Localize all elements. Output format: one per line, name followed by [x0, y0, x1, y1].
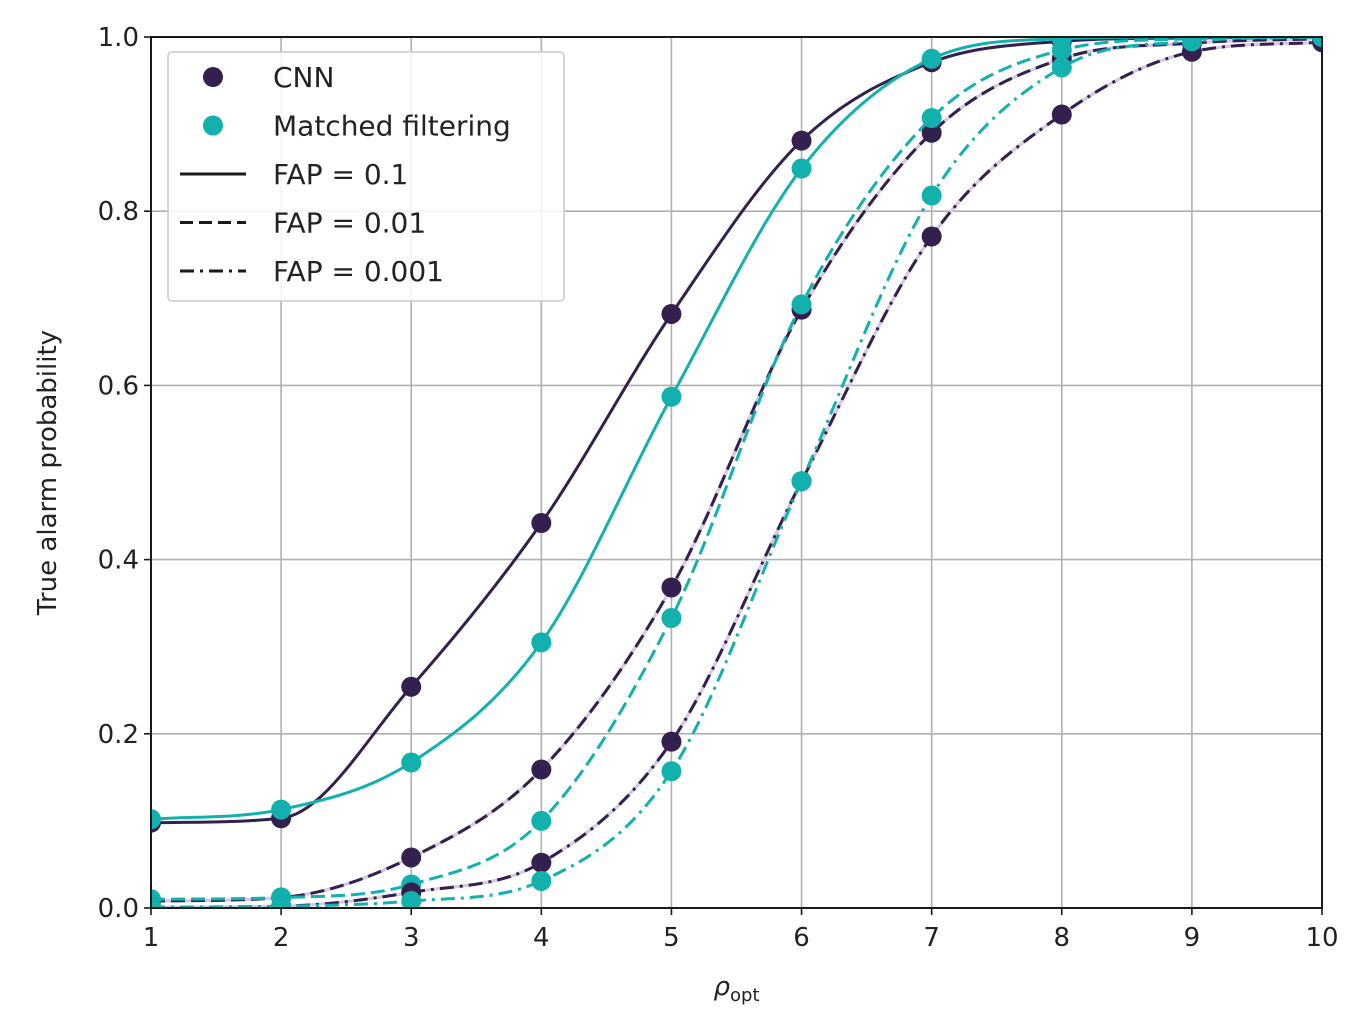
- y-tick-label: 0.6: [98, 371, 139, 401]
- x-tick-label: 10: [1305, 923, 1338, 953]
- x-axis-label-subscript: opt: [730, 985, 760, 1006]
- y-tick-label: 0.4: [98, 546, 139, 576]
- data-point: [151, 809, 161, 830]
- plot-series: [151, 37, 1322, 908]
- y-tick-label: 1.0: [98, 23, 139, 53]
- data-point: [791, 294, 812, 315]
- data-point: [661, 607, 682, 628]
- data-point: [531, 513, 552, 534]
- data-point: [531, 810, 552, 831]
- data-point: [531, 852, 552, 873]
- legend-item-0: CNN: [203, 61, 334, 94]
- series-line: [151, 37, 1322, 908]
- x-tick-label: 9: [1184, 923, 1201, 953]
- data-point: [661, 761, 682, 782]
- data-point: [921, 122, 942, 143]
- data-point: [921, 48, 942, 69]
- x-tick-label: 4: [533, 923, 550, 953]
- x-axis-label-symbol: ρ: [713, 972, 730, 1002]
- data-point: [271, 799, 292, 820]
- series-line: [151, 40, 1322, 908]
- data-point: [531, 870, 552, 891]
- data-point: [921, 108, 942, 129]
- legend-label: FAP = 0.1: [273, 158, 408, 191]
- data-point: [1051, 57, 1072, 78]
- series-line: [151, 37, 1322, 825]
- data-point: [1051, 40, 1072, 61]
- legend-label: FAP = 0.001: [273, 255, 444, 288]
- legend-item-3: FAP = 0.01: [180, 207, 426, 240]
- data-point: [151, 897, 161, 908]
- legend-marker: [203, 115, 223, 136]
- x-tick-label: 1: [143, 923, 160, 953]
- legend-item-1: Matched filtering: [203, 110, 511, 143]
- data-point: [921, 226, 942, 247]
- data-point: [401, 676, 422, 697]
- x-tick-label: 8: [1054, 923, 1071, 953]
- axis-ticks: 1 2 3 4 5 6 7 8 9 10 0.0 0.2 0.4 0.6 0.8 1.0: [98, 23, 1339, 953]
- data-point: [661, 386, 682, 407]
- y-tick-label: 0.2: [98, 720, 139, 750]
- series-line: [151, 37, 1322, 901]
- series-line: [151, 37, 1322, 903]
- data-point: [791, 158, 812, 179]
- data-point: [401, 891, 422, 908]
- data-point: [1051, 104, 1072, 125]
- legend-item-2: FAP = 0.1: [180, 158, 408, 191]
- data-point: [921, 185, 942, 206]
- legend-label: CNN: [273, 61, 334, 94]
- data-point: [531, 759, 552, 780]
- y-axis-label: True alarm probability: [33, 330, 63, 616]
- data-point: [271, 896, 292, 908]
- x-tick-label: 7: [923, 923, 940, 953]
- legend-label: Matched filtering: [273, 110, 511, 143]
- data-point: [401, 847, 422, 868]
- data-point: [661, 577, 682, 598]
- series-mf-fap-0.001: [151, 37, 1322, 908]
- data-point: [1181, 37, 1202, 52]
- y-tick-label: 0.0: [98, 894, 139, 924]
- data-point: [661, 731, 682, 752]
- x-tick-label: 5: [663, 923, 680, 953]
- legend: CNN Matched filtering FAP = 0.1 FAP = 0.01 F…: [167, 51, 565, 302]
- x-tick-label: 3: [403, 923, 420, 953]
- data-point: [531, 632, 552, 653]
- legend-box: [167, 51, 565, 302]
- x-tick-label: 6: [793, 923, 810, 953]
- y-tick-label: 0.8: [98, 197, 139, 227]
- data-point: [791, 471, 812, 492]
- legend-item-4: FAP = 0.001: [180, 255, 444, 288]
- data-point: [401, 752, 422, 773]
- x-tick-label: 2: [273, 923, 290, 953]
- legend-label: FAP = 0.01: [273, 207, 426, 240]
- x-axis-label: ρopt: [713, 972, 759, 1006]
- data-point: [1312, 37, 1322, 47]
- data-point: [791, 130, 812, 151]
- plot-frame: [150, 36, 1323, 909]
- data-point: [661, 303, 682, 324]
- legend-marker: [203, 67, 223, 87]
